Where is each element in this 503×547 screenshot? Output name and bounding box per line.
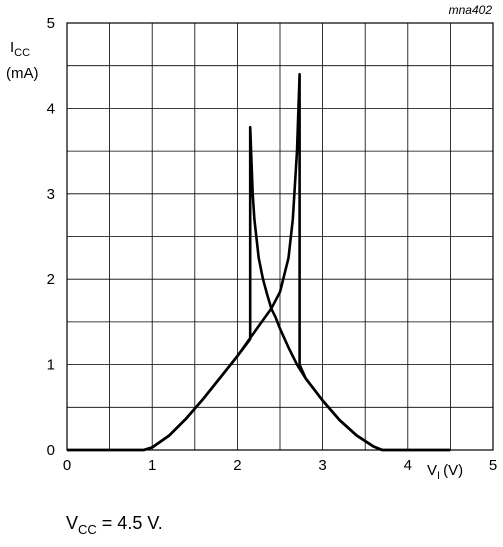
grid <box>66 22 494 451</box>
figure-reference: mna402 <box>449 3 493 17</box>
y-axis-unit: (mA) <box>6 65 39 82</box>
x-tick-label: 4 <box>404 457 412 474</box>
y-tick-label: 3 <box>47 186 55 203</box>
y-tick-label: 2 <box>47 271 55 288</box>
series-line-2 <box>67 72 451 452</box>
y-tick-labels: 0 1 2 3 4 5 <box>47 15 55 459</box>
x-tick-label: 1 <box>148 457 156 474</box>
x-tick-label: 5 <box>489 457 497 474</box>
y-tick-label: 4 <box>47 100 55 117</box>
series-line-1 <box>67 125 451 452</box>
y-tick-label: 5 <box>47 15 55 32</box>
y-tick-label: 0 <box>47 442 55 459</box>
condition-note: VCC = 4.5 V. <box>66 513 163 537</box>
x-axis-label: VI (V) <box>427 462 463 482</box>
series-group <box>67 72 451 452</box>
x-tick-label: 0 <box>63 457 71 474</box>
y-tick-label: 1 <box>47 357 55 374</box>
x-tick-label: 3 <box>318 457 326 474</box>
y-axis-symbol: ICC <box>10 39 30 59</box>
x-tick-labels: 0 1 2 3 4 5 <box>63 457 497 474</box>
plot-frame <box>66 22 494 451</box>
x-tick-label: 2 <box>233 457 241 474</box>
